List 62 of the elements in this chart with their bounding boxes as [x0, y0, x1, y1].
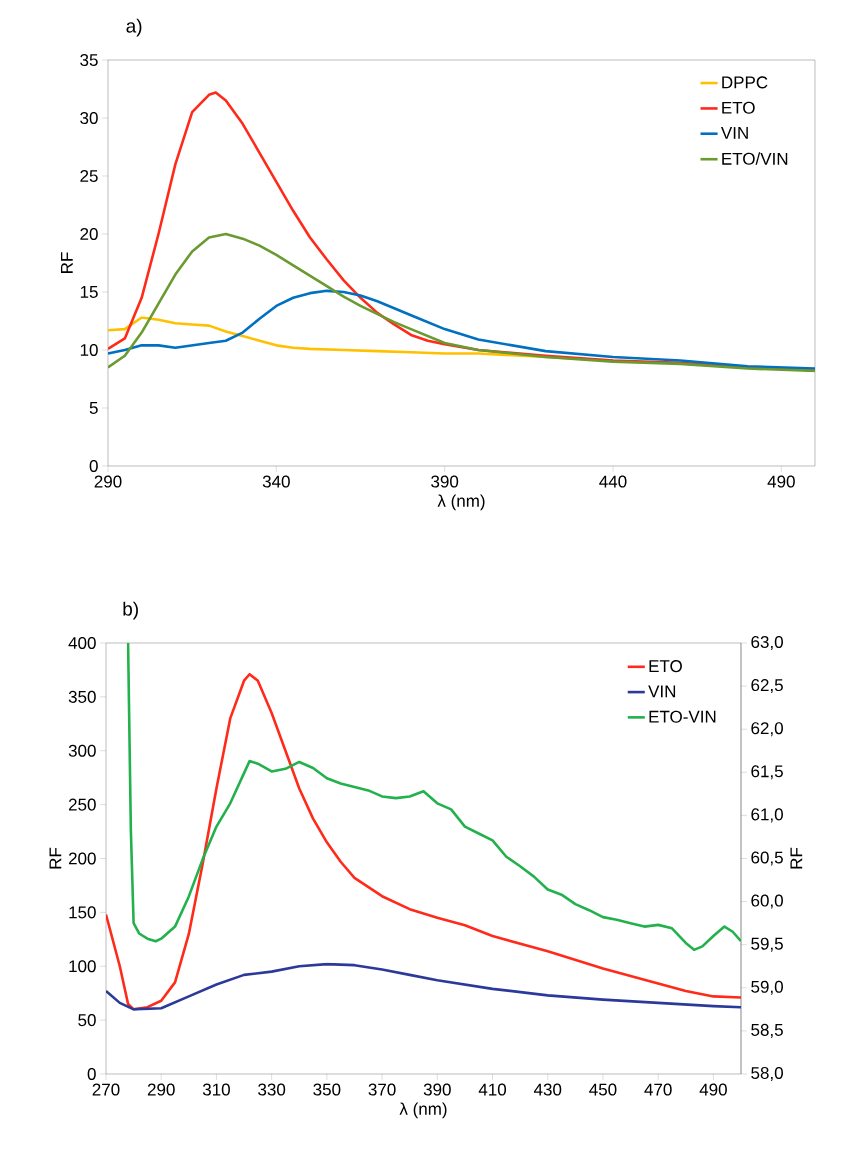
x-tick-label: 410	[478, 1083, 507, 1096]
legend-label: VIN	[648, 685, 676, 698]
y-tick-label: 300	[68, 744, 96, 757]
x-tick-label: 470	[644, 1083, 672, 1096]
y2-tick-label: 60,0	[751, 894, 783, 909]
legend-label: ETO	[722, 101, 755, 114]
y-tick-label: 400	[68, 636, 96, 650]
y-tick-label: 150	[69, 906, 96, 919]
y2-axis-title: RF	[790, 847, 803, 869]
y2-tick-label: 61,0	[751, 808, 783, 823]
y-tick-label: 0	[89, 459, 98, 473]
y-tick-label: 5	[89, 402, 98, 414]
x-tick-label: 370	[368, 1083, 396, 1096]
x-axis-title: λ (nm)	[437, 494, 485, 511]
y2-tick-label: 63,0	[751, 635, 783, 651]
y-tick-label: 30	[80, 111, 98, 125]
x-tick-label: 310	[202, 1083, 230, 1096]
y2-tick-label: 62,5	[751, 679, 783, 694]
y-tick-label: 10	[80, 343, 98, 357]
x-tick-label: 290	[147, 1083, 175, 1096]
y-tick-label: 250	[68, 798, 96, 811]
x-tick-label: 450	[589, 1083, 617, 1096]
legend-label: DPPC	[722, 76, 768, 89]
line-series	[106, 962, 741, 1011]
y2-tick-label: 59,0	[751, 980, 783, 995]
x-axis-title: λ (nm)	[399, 1102, 447, 1119]
x-tick-label: 430	[533, 1083, 562, 1096]
y-tick-label: 200	[68, 852, 96, 865]
legend-label: ETO-VIN	[649, 710, 716, 723]
y2-tick-label: 61,5	[751, 765, 783, 780]
chart-title: b)	[123, 601, 138, 620]
x-tick-label: 390	[431, 475, 459, 488]
y-tick-label: 35	[80, 53, 98, 67]
y-tick-label: 50	[78, 1014, 96, 1027]
y2-tick-label: 58,0	[751, 1066, 783, 1082]
x-tick-label: 490	[767, 475, 795, 488]
y-tick-label: 100	[69, 960, 96, 973]
x-tick-label: 440	[599, 475, 627, 488]
x-tick-label: 390	[423, 1083, 451, 1096]
y2-tick-label: 59,5	[751, 937, 783, 952]
y-axis-title: RF	[60, 252, 73, 273]
x-tick-label: 340	[262, 475, 290, 488]
line-series	[126, 642, 741, 952]
y2-tick-label: 58,5	[751, 1023, 783, 1038]
y-tick-label: 25	[80, 169, 98, 183]
y-tick-label: 0	[87, 1067, 96, 1081]
chart-title: a)	[126, 18, 142, 37]
y2-tick-label: 60,5	[751, 851, 783, 866]
y-tick-label: 20	[80, 227, 98, 241]
line-series	[106, 672, 741, 1011]
y-axis-title: RF	[49, 847, 62, 869]
x-tick-label: 270	[92, 1083, 120, 1096]
x-tick-label: 290	[94, 475, 122, 488]
y2-tick-label: 62,0	[751, 722, 783, 737]
x-tick-label: 330	[258, 1083, 286, 1096]
y-tick-label: 15	[80, 286, 98, 298]
legend-label: VIN	[720, 127, 748, 139]
legend-label: ETO	[649, 660, 682, 673]
x-tick-label: 350	[313, 1083, 341, 1096]
legend-label: ETO/VIN	[722, 152, 788, 165]
x-tick-label: 490	[699, 1083, 727, 1096]
y-tick-label: 350	[68, 690, 96, 703]
